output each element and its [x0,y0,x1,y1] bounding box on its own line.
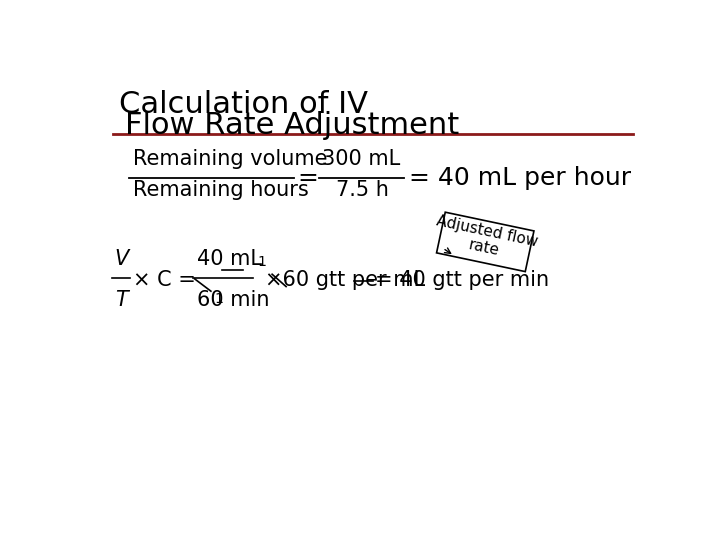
Text: 7.5 h: 7.5 h [336,180,390,200]
Text: 40 mL: 40 mL [197,249,262,269]
Text: Calculation of IV: Calculation of IV [120,90,369,119]
Text: T: T [114,291,127,310]
Text: = 40 mL per hour: = 40 mL per hour [409,166,631,190]
Text: Remaining volume: Remaining volume [132,148,327,168]
Text: Remaining hours: Remaining hours [132,180,308,200]
Text: = 40 gtt per min: = 40 gtt per min [375,271,549,291]
Text: 60 min: 60 min [197,291,269,310]
Text: × C =: × C = [133,271,197,291]
Text: 1: 1 [214,292,223,306]
Text: V: V [114,249,129,269]
Text: 1: 1 [258,255,266,269]
Text: ×60 gtt per mL: ×60 gtt per mL [265,271,426,291]
Text: =: = [297,166,318,190]
Text: Flow Rate Adjustment: Flow Rate Adjustment [125,111,459,140]
Text: Adjusted flow
rate: Adjusted flow rate [431,213,539,266]
Text: 300 mL: 300 mL [323,148,401,168]
FancyBboxPatch shape [436,212,534,272]
